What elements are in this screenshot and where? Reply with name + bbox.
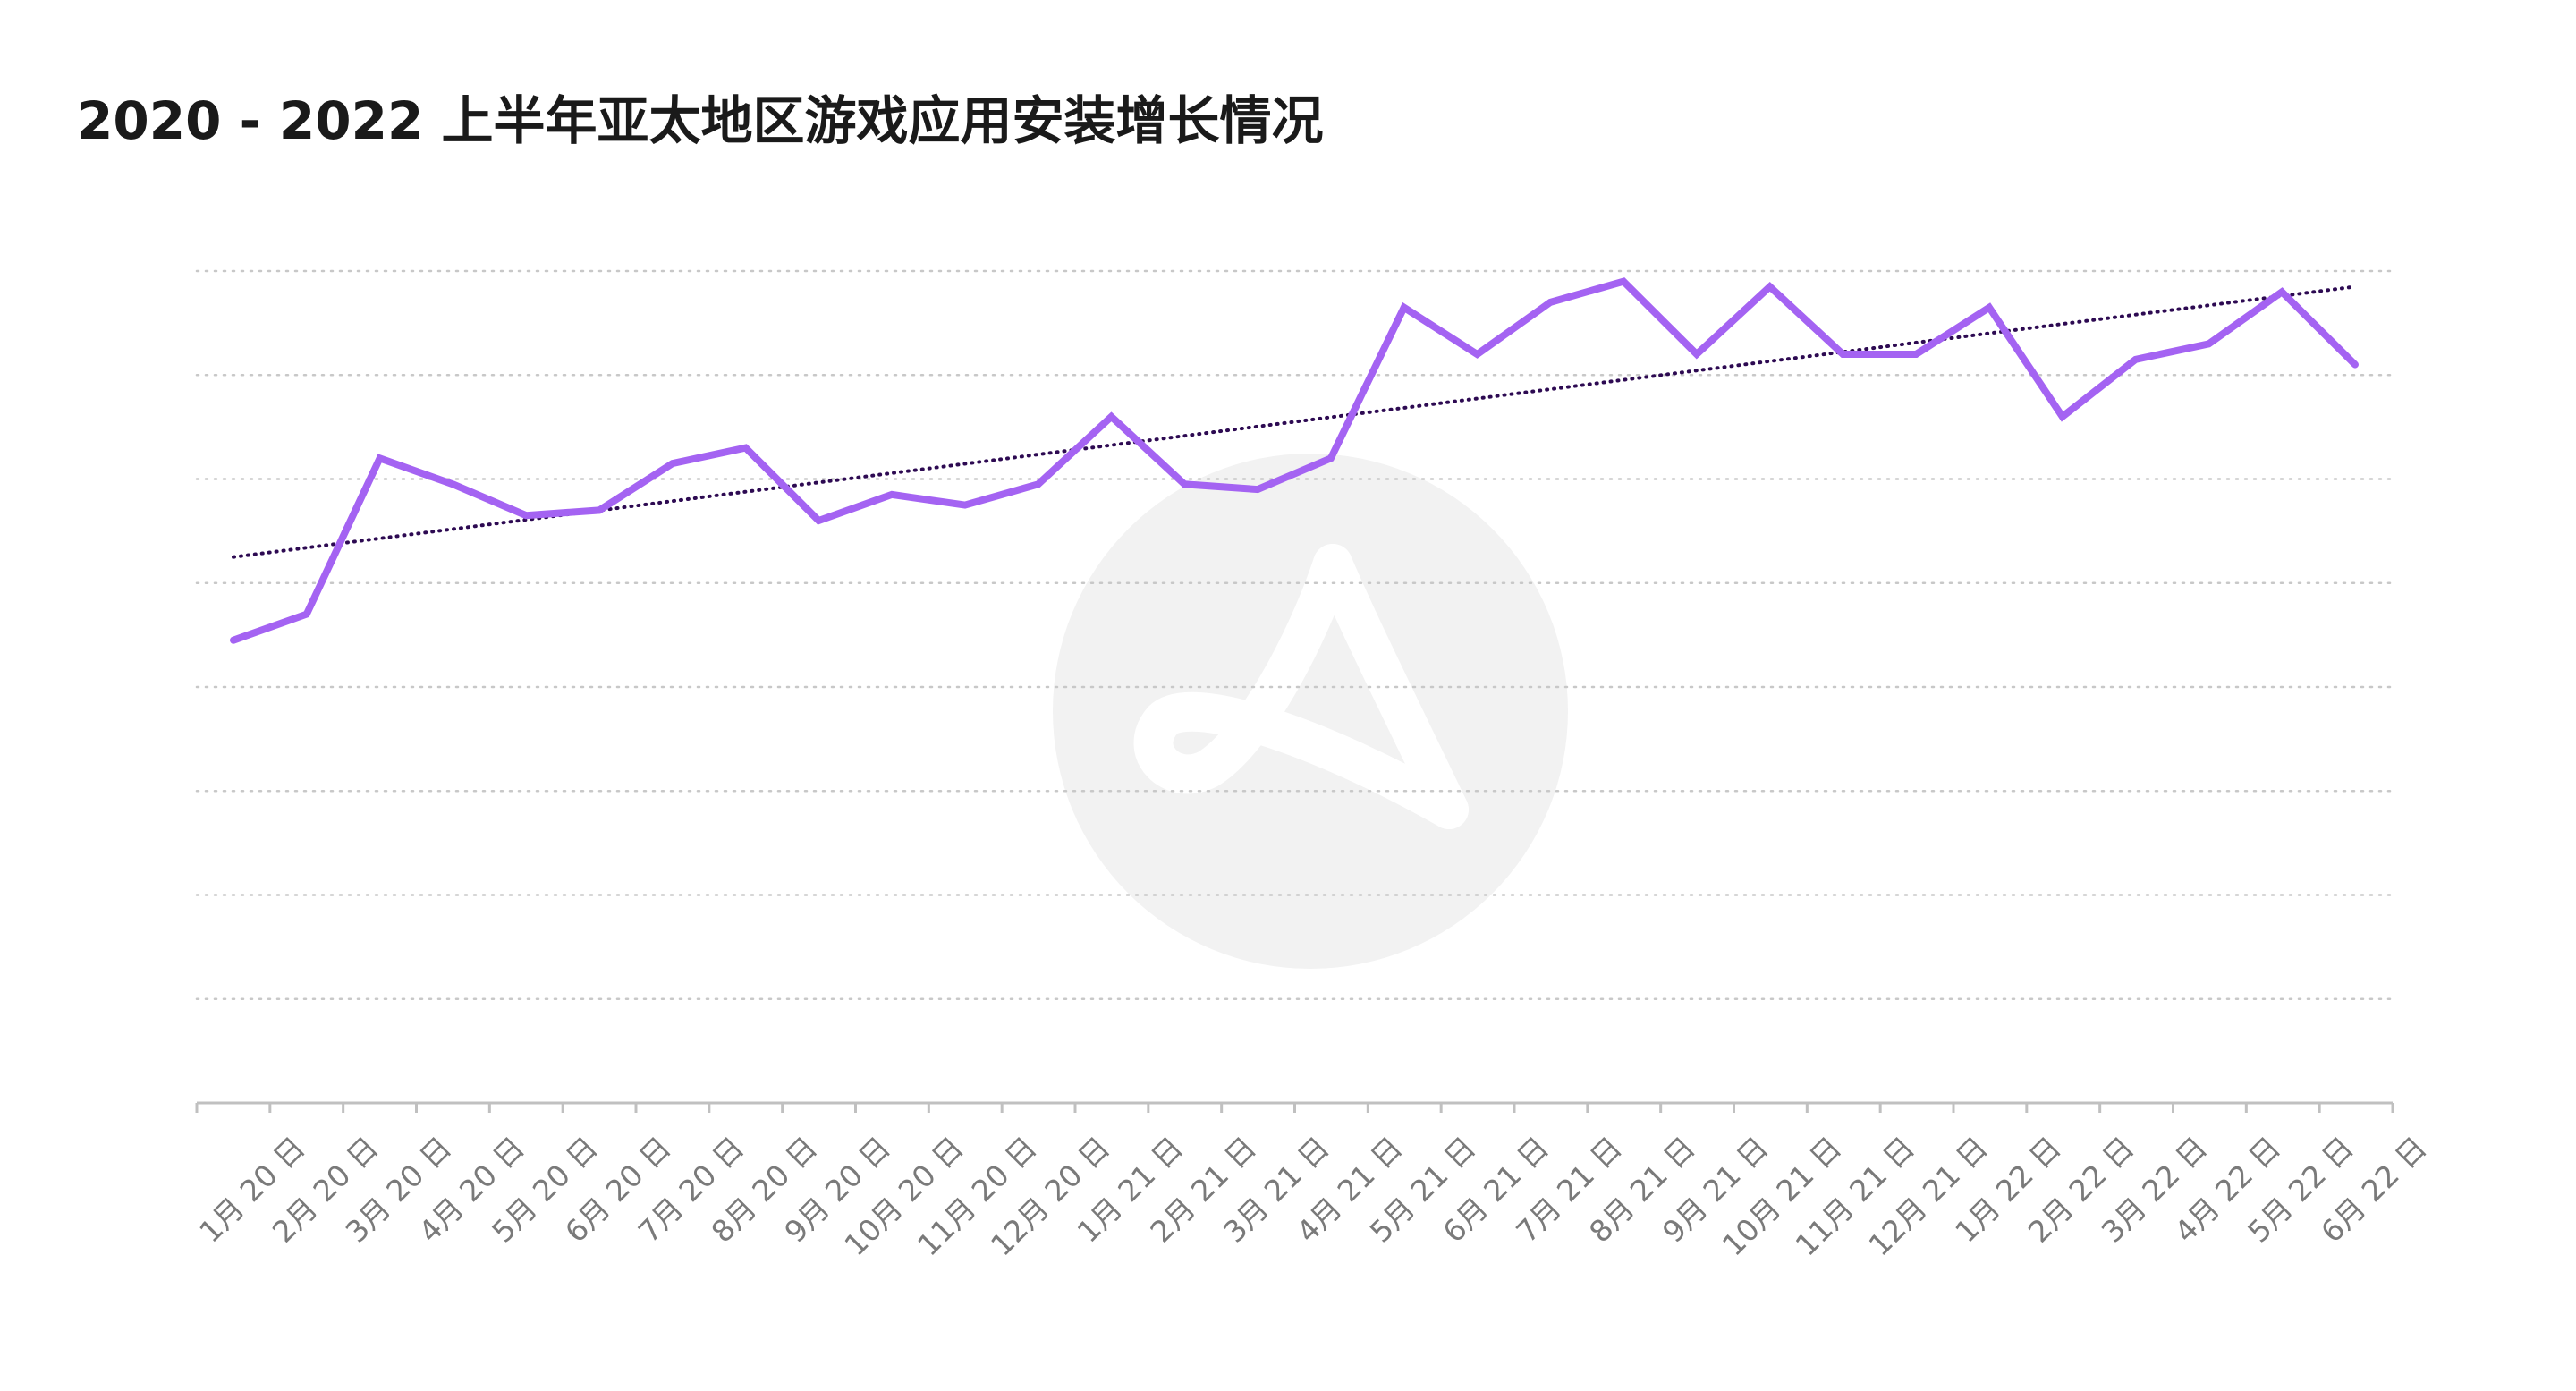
chart-title: 2020 - 2022 上半年亚太地区游戏应用安装增长情况 [77,90,1324,151]
series-line [230,277,2359,644]
logo-watermark [1053,454,1568,969]
